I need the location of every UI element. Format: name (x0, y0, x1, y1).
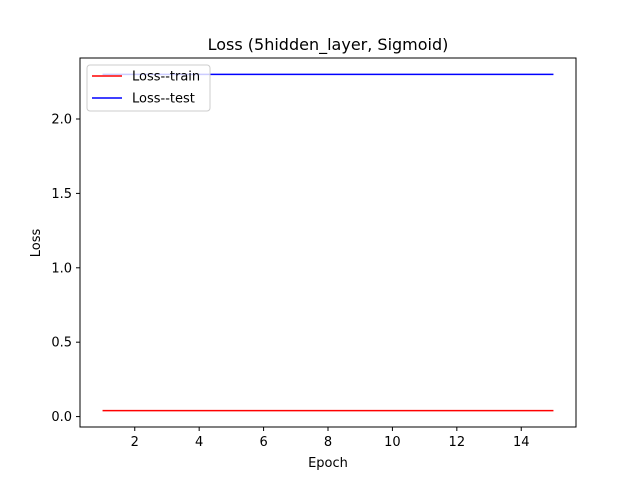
chart-title: Loss (5hidden_layer, Sigmoid) (208, 35, 449, 55)
y-tick-label: 0.0 (51, 410, 72, 425)
legend-label: Loss--train (132, 70, 200, 85)
y-axis-label: Loss (29, 229, 44, 258)
x-tick-label: 12 (449, 435, 466, 450)
y-tick-label: 1.0 (51, 261, 72, 276)
y-tick-label: 2.0 (51, 113, 72, 128)
x-axis-ticks: 2 4 6 8 10 12 14 (131, 427, 530, 450)
y-tick-label: 1.5 (51, 187, 72, 202)
x-tick-label: 8 (324, 435, 332, 450)
x-tick-label: 2 (131, 435, 139, 450)
x-tick-label: 6 (259, 435, 267, 450)
legend-label: Loss--test (132, 92, 195, 107)
x-tick-label: 10 (384, 435, 401, 450)
x-tick-label: 4 (195, 435, 203, 450)
x-axis-label: Epoch (308, 456, 348, 471)
x-tick-label: 14 (513, 435, 530, 450)
y-tick-label: 0.5 (51, 336, 72, 351)
legend: Loss--train Loss--test (86, 64, 211, 112)
y-axis-ticks: 0.0 0.5 1.0 1.5 2.0 (51, 113, 80, 425)
